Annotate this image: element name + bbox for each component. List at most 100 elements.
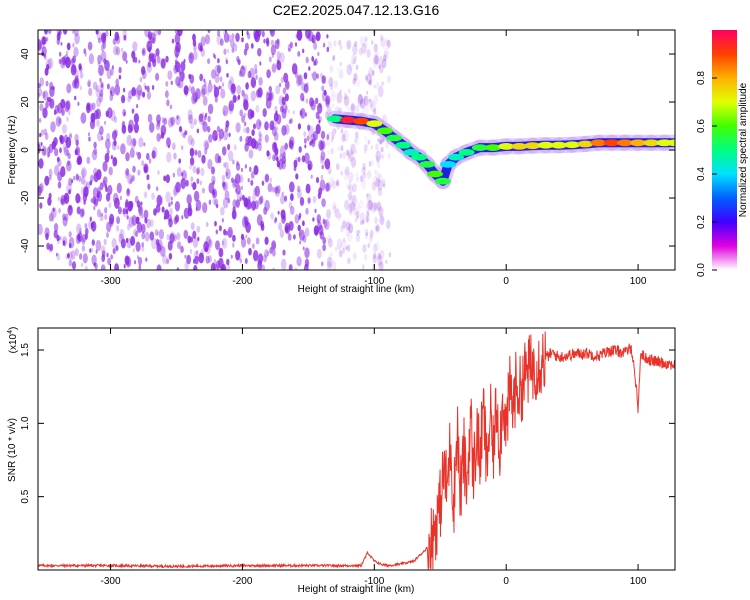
noise-blob [106, 232, 109, 238]
noise-blob [192, 165, 197, 174]
noise-blob [127, 124, 133, 134]
noise-blob [316, 214, 321, 223]
noise-blob [347, 192, 352, 201]
noise-blob [181, 172, 184, 177]
noise-blob [142, 91, 146, 98]
noise-blob [66, 183, 72, 195]
noise-blob [231, 177, 234, 183]
colorbar-tick-label: 0.4 [696, 167, 707, 181]
noise-blob [282, 151, 286, 158]
noise-blob [214, 73, 220, 84]
noise-blob [340, 44, 343, 50]
noise-blob [345, 227, 350, 237]
noise-blob [266, 40, 270, 47]
noise-blob [204, 246, 208, 253]
noise-blob [239, 258, 243, 264]
noise-blob [272, 154, 276, 162]
noise-blob [350, 143, 356, 155]
noise-blob [196, 128, 200, 134]
track-point [511, 143, 528, 150]
noise-blob [255, 237, 260, 245]
noise-blob [315, 111, 320, 120]
noise-blob [363, 172, 367, 179]
noise-blob [263, 38, 266, 44]
noise-blob [245, 234, 248, 239]
noise-blob [65, 100, 71, 111]
noise-blob [379, 137, 383, 145]
noise-blob [83, 48, 87, 55]
noise-blob [230, 254, 233, 259]
noise-blob [332, 56, 335, 62]
noise-blob [205, 235, 211, 247]
noise-blob [38, 92, 41, 99]
noise-blob [105, 30, 109, 37]
noise-blob [87, 79, 92, 87]
noise-blob [106, 83, 110, 90]
noise-blob [38, 183, 44, 194]
noise-blob [373, 94, 379, 104]
noise-blob [355, 150, 358, 154]
noise-blob [327, 40, 332, 49]
noise-blob [336, 238, 343, 250]
noise-blob [93, 147, 98, 155]
noise-blob [189, 147, 195, 157]
noise-blob [307, 124, 311, 131]
noise-blob [368, 160, 372, 167]
noise-blob [322, 218, 326, 225]
noise-blob [337, 146, 340, 151]
colorbar: 0.0 0.2 0.4 0.6 0.8 Normalized spectral ampl… [696, 30, 749, 277]
noise-blob [345, 246, 348, 250]
noise-blob [66, 116, 69, 122]
noise-blob [48, 98, 52, 106]
noise-blob [74, 95, 77, 101]
track-point [564, 141, 581, 149]
x-tick-label: 0 [503, 576, 509, 587]
snr-background [38, 328, 675, 570]
noise-blob [143, 209, 149, 220]
noise-blob [208, 199, 212, 205]
noise-blob [205, 222, 209, 227]
noise-blob [272, 249, 276, 257]
noise-blob [273, 142, 277, 150]
noise-blob [99, 77, 102, 83]
noise-blob [366, 193, 369, 198]
noise-blob [208, 239, 213, 248]
noise-blob [251, 129, 255, 137]
noise-blob [48, 213, 53, 222]
noise-blob [249, 136, 252, 141]
noise-blob [326, 134, 330, 141]
noise-blob [65, 56, 71, 69]
noise-blob [261, 264, 265, 270]
noise-blob [250, 110, 255, 119]
noise-blob [107, 257, 111, 266]
noise-blob [309, 141, 312, 146]
noise-blob [225, 120, 230, 128]
noise-blob [104, 120, 107, 125]
noise-blob [348, 223, 354, 234]
noise-blob [51, 217, 54, 222]
noise-blob [368, 98, 371, 103]
track-point [386, 134, 403, 142]
noise-blob [155, 72, 160, 81]
noise-blob [84, 265, 88, 270]
track-point [326, 115, 343, 123]
noise-blob [165, 55, 169, 63]
noise-blob [383, 47, 390, 58]
noise-blob [108, 166, 113, 176]
noise-blob [303, 72, 308, 80]
noise-blob [130, 137, 136, 150]
noise-blob [375, 150, 382, 162]
noise-blob [278, 95, 284, 106]
noise-blob [59, 51, 62, 57]
noise-blob [235, 184, 241, 195]
noise-blob [326, 256, 333, 268]
noise-blob [284, 142, 289, 150]
noise-blob [148, 53, 151, 58]
noise-blob [132, 41, 138, 52]
noise-blob [342, 151, 346, 159]
noise-blob [250, 138, 257, 149]
noise-blob [249, 166, 252, 172]
noise-blob [98, 93, 103, 103]
noise-blob [70, 58, 75, 67]
noise-blob [206, 89, 210, 96]
